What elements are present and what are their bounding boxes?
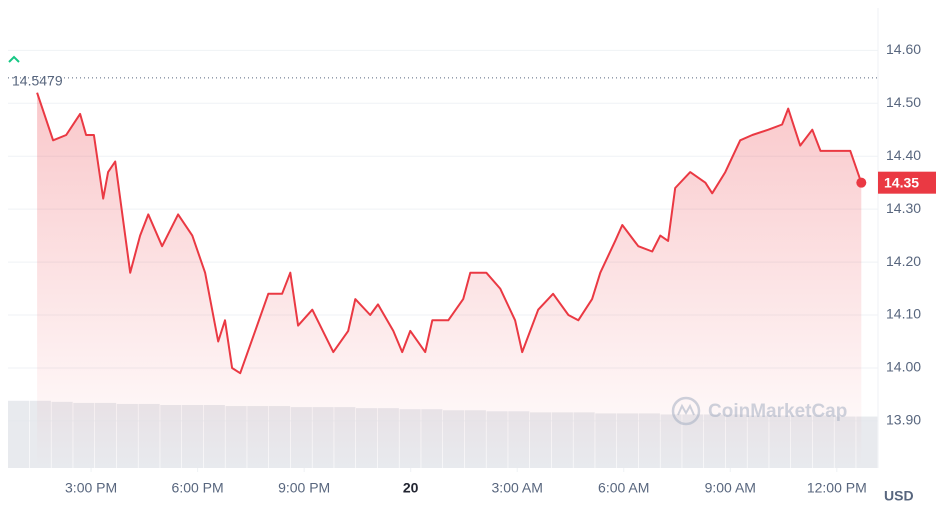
y-tick-label: 14.50 bbox=[886, 94, 921, 110]
y-tick-label: 14.10 bbox=[886, 306, 921, 322]
reference-label: 14.5479 bbox=[12, 73, 63, 89]
x-tick-label: 9:00 PM bbox=[278, 480, 330, 496]
currency-label: USD bbox=[884, 488, 914, 504]
watermark-logo-mark bbox=[677, 403, 695, 416]
current-price-box bbox=[878, 171, 936, 194]
x-tick-label: 12:00 PM bbox=[807, 480, 867, 496]
y-tick-label: 14.40 bbox=[886, 147, 921, 163]
x-tick-label: 6:00 AM bbox=[598, 480, 649, 496]
x-tick-label: 6:00 PM bbox=[172, 480, 224, 496]
y-tick-label: 14.60 bbox=[886, 41, 921, 57]
price-line bbox=[36, 92, 863, 375]
watermark-logo bbox=[671, 396, 701, 426]
y-tick-label: 14.00 bbox=[886, 359, 921, 375]
y-tick-label: 14.30 bbox=[886, 200, 921, 216]
volume-bar bbox=[8, 400, 30, 468]
x-tick-label: 3:00 PM bbox=[65, 480, 117, 496]
plot bbox=[8, 77, 878, 468]
volume-bar bbox=[856, 416, 878, 468]
watermark-text: CoinMarketCap bbox=[708, 401, 847, 422]
high-caret bbox=[8, 55, 20, 63]
y-tick-label: 13.90 bbox=[886, 412, 921, 428]
x-tick-label: 9:00 AM bbox=[705, 480, 756, 496]
last-point bbox=[856, 177, 867, 188]
watermark: CoinMarketCap bbox=[671, 396, 847, 426]
x-tick-label: 20 bbox=[403, 480, 419, 496]
y-tick-label: 14.20 bbox=[886, 253, 921, 269]
current-price-label: 14.35 bbox=[884, 174, 919, 190]
area-fill bbox=[37, 92, 862, 468]
x-tick-label: 3:00 AM bbox=[492, 480, 543, 496]
